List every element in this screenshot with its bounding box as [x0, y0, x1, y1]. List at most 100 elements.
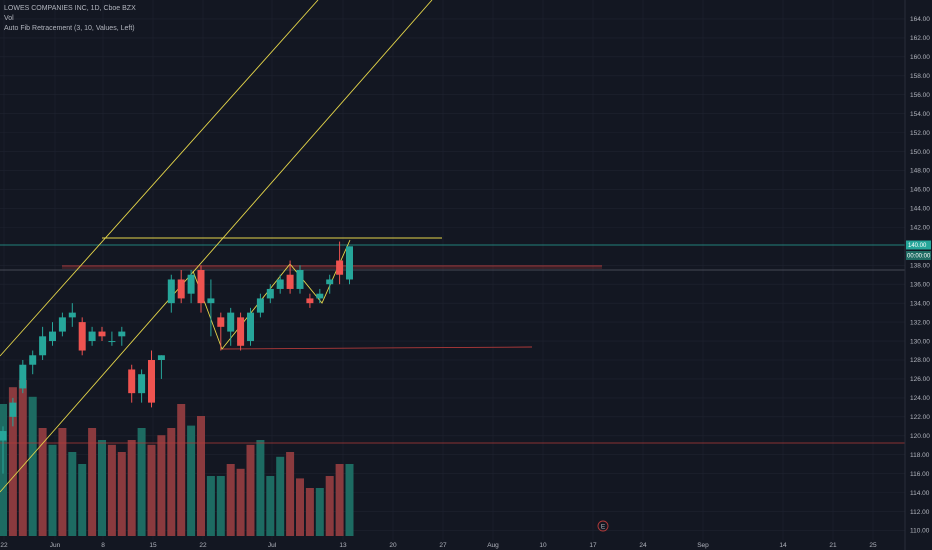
volume-bar: [137, 428, 146, 536]
volume-bar: [147, 444, 156, 536]
channel-lower: [0, 0, 433, 493]
last-price-tag-text: 140.00: [908, 243, 927, 249]
candle-body: [256, 298, 264, 313]
time-label: 21: [829, 542, 837, 549]
time-label: 14: [779, 542, 787, 549]
volume-bar: [266, 476, 275, 536]
time-label: Sep: [697, 542, 709, 549]
volume-bar: [88, 428, 97, 536]
price-label: 150.00: [910, 149, 930, 156]
candle-body: [207, 298, 215, 304]
candle-body: [58, 317, 66, 332]
earnings-icon: [597, 520, 609, 532]
volume-bar: [98, 440, 106, 536]
time-label: 10: [539, 542, 547, 549]
time-label: 17: [589, 542, 597, 549]
candle-body: [316, 293, 324, 299]
volume-bar: [38, 428, 47, 536]
candle-body: [197, 270, 205, 304]
time-axis[interactable]: 22 Jun 8 15 22 Jul 13 20 27 Aug 10 17 24 Sep 14 21 25 E: [0, 520, 877, 549]
time-label: 27: [439, 542, 447, 549]
volume-bar: [286, 452, 295, 536]
price-label: 132.00: [910, 319, 930, 326]
candle-body: [276, 279, 284, 289]
earnings-label: E: [601, 523, 606, 530]
candle-body: [296, 270, 304, 289]
price-label: 162.00: [910, 35, 930, 42]
volume-bar: [276, 456, 285, 536]
price-axis[interactable]: 164.00 162.00 160.00 158.00 156.00 154.00 152.…: [904, 0, 931, 550]
price-label: 112.00: [910, 509, 930, 516]
volume-bar: [246, 444, 255, 536]
candle-body: [157, 355, 165, 360]
price-label: 128.00: [910, 357, 930, 364]
legend-indicator[interactable]: Auto Fib Retracement (3, 10, Values, Lef…: [4, 25, 135, 32]
candle-body: [237, 317, 245, 346]
price-label: 114.00: [910, 490, 930, 497]
candle-body: [49, 331, 56, 342]
earnings-marker[interactable]: E: [597, 520, 609, 532]
volume-bar: [28, 396, 37, 536]
candle-body: [138, 374, 146, 394]
volume-bars: [0, 380, 354, 536]
price-label: 138.00: [910, 262, 930, 269]
candle-body: [247, 312, 254, 342]
candle-body: [39, 336, 47, 356]
price-label: 110.00: [910, 528, 930, 535]
candle-body: [336, 260, 344, 275]
legend-symbol[interactable]: LOWES COMPANIES INC, 1D, Cboe BZX: [4, 5, 136, 12]
fib-overlays: [0, 0, 905, 493]
volume-bar: [335, 464, 344, 536]
candle-body: [266, 288, 274, 299]
volume-bar: [236, 468, 245, 536]
candle-body: [346, 246, 353, 280]
price-label: 146.00: [910, 187, 930, 194]
candles: [0, 241, 353, 474]
candle-body: [187, 274, 195, 294]
candle-body: [227, 312, 235, 332]
time-label: 15: [149, 542, 157, 549]
volume-bar: [256, 440, 265, 536]
price-label: 126.00: [910, 376, 930, 383]
candle-body: [167, 279, 175, 304]
volume-bar: [127, 440, 136, 536]
candle-body: [0, 431, 7, 441]
volume-bar: [315, 488, 324, 536]
legend-volume[interactable]: Vol: [4, 15, 14, 22]
time-label: 22: [199, 542, 207, 549]
price-label: 154.00: [910, 111, 930, 118]
volume-bar: [78, 464, 87, 536]
candle-body: [128, 369, 136, 394]
price-label: 134.00: [910, 300, 930, 307]
candle-body: [9, 402, 17, 417]
price-label: 120.00: [910, 433, 930, 440]
volume-bar: [48, 444, 57, 536]
volume-bar: [8, 387, 17, 536]
candle-body: [29, 355, 37, 365]
volume-bar: [345, 464, 354, 536]
time-label: Aug: [487, 542, 499, 549]
time-label: 13: [339, 542, 347, 549]
time-label: 24: [639, 542, 647, 549]
volume-bar: [305, 488, 314, 536]
volume-bar: [167, 428, 176, 536]
price-label: 152.00: [910, 130, 930, 137]
candle-body: [148, 360, 155, 403]
candle-body: [108, 341, 116, 343]
last-price-tag: [906, 240, 931, 250]
price-label: 164.00: [910, 16, 930, 23]
volume-bar: [117, 452, 126, 536]
price-label: 122.00: [910, 414, 930, 421]
volume-bar: [216, 476, 225, 536]
volume-bar: [197, 416, 205, 536]
price-label: 156.00: [910, 92, 930, 99]
candle-body: [78, 322, 86, 351]
chart-legend: LOWES COMPANIES INC, 1D, Cboe BZX Vol Au…: [4, 4, 136, 34]
time-label: 20: [389, 542, 397, 549]
volume-bar: [177, 404, 186, 536]
candle-body: [19, 364, 27, 389]
time-label: 25: [869, 542, 877, 549]
countdown-tag-text: 00:00:00: [907, 254, 931, 260]
price-label: 142.00: [910, 225, 930, 232]
